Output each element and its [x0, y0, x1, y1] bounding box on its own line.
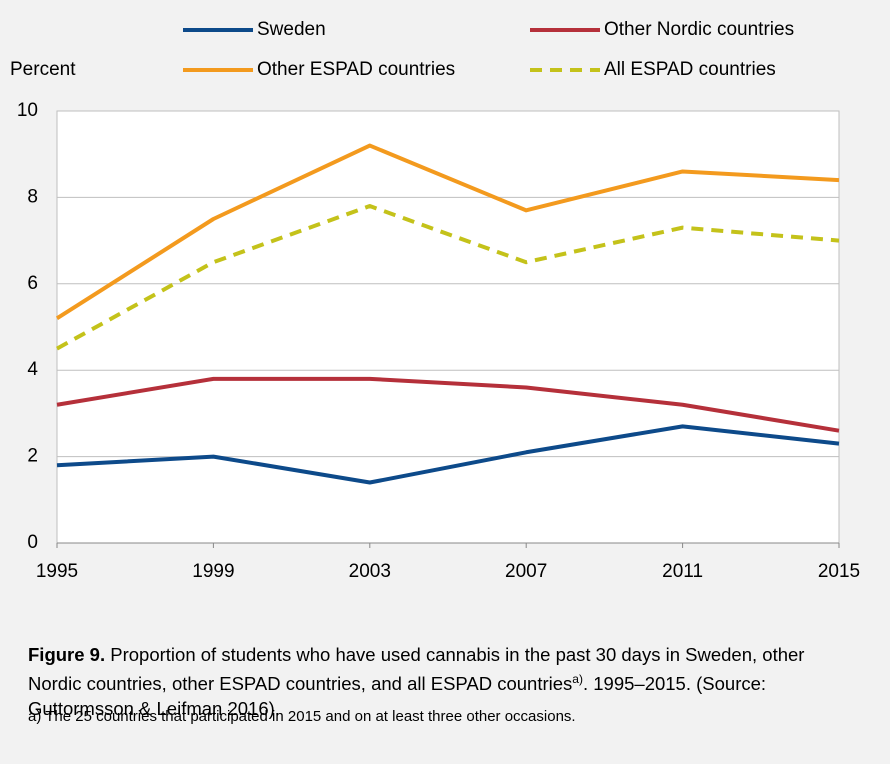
caption-text: Proportion of students who have used can…	[28, 644, 805, 695]
series-line	[56, 424, 840, 485]
caption-label: Figure 9.	[28, 644, 106, 665]
series-line	[55, 143, 840, 321]
x-tick-label: 2003	[349, 561, 391, 582]
plot-area	[56, 110, 840, 544]
caption-superscript: a)	[572, 672, 583, 686]
y-tick-label: 4	[27, 359, 38, 380]
legend-label: All ESPAD countries	[604, 59, 776, 80]
legend-label: Sweden	[257, 19, 326, 40]
x-tick-label: 1999	[192, 561, 234, 582]
series-line	[56, 204, 840, 351]
y-tick-label: 2	[27, 446, 38, 467]
x-tick-label: 2007	[505, 561, 547, 582]
x-tick-label: 1995	[36, 561, 78, 582]
legend-label: Other Nordic countries	[604, 19, 794, 40]
y-tick-label: 0	[27, 532, 38, 553]
y-tick-label: 10	[17, 100, 38, 121]
chart: Percent 0 2 4 6 8 10 1995 1999 2003 2007 2011 2015 S…	[10, 19, 860, 582]
x-tick-label: 2015	[818, 561, 860, 582]
y-tick-label: 8	[27, 186, 38, 207]
y-tick-label: 6	[27, 273, 38, 294]
caption-end: . 1995–2015. (Source: Guttormsson & Leif…	[28, 673, 767, 720]
footnote: a) The 25 countries that participated in…	[28, 708, 576, 725]
series-line	[56, 376, 840, 433]
legend-label: Other ESPAD countries	[257, 59, 455, 80]
caption: Figure 9. Proportion of students who hav…	[28, 642, 858, 721]
y-axis-label: Percent	[10, 59, 76, 80]
x-tick-label: 2011	[662, 561, 703, 582]
